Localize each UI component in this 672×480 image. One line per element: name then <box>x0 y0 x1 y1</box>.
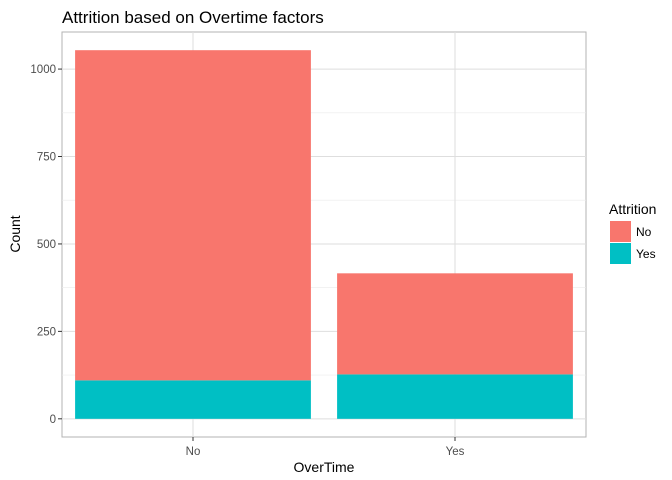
y-tick-label: 500 <box>37 239 56 251</box>
x-axis-ticks: No Yes <box>186 437 465 458</box>
y-tick-label: 750 <box>37 152 56 164</box>
legend-key-yes <box>610 243 631 264</box>
legend-label-no: No <box>636 225 652 239</box>
y-tick-label: 0 <box>50 414 56 426</box>
y-axis-ticks: 0 250 500 750 1000 <box>30 64 62 426</box>
y-tick-label: 1000 <box>30 64 56 76</box>
y-axis-title: Count <box>7 215 23 252</box>
legend-title: Attrition <box>609 201 656 217</box>
x-tick-label: Yes <box>446 446 465 458</box>
legend-label-yes: Yes <box>636 247 656 261</box>
bar-yes-attrition-no <box>337 273 573 375</box>
bar-no-attrition-no <box>75 50 311 381</box>
legend-key-no <box>610 221 631 242</box>
y-tick-label: 250 <box>37 326 56 338</box>
legend: Attrition No Yes <box>609 201 656 264</box>
x-tick-label: No <box>186 446 201 458</box>
bar-no-attrition-yes <box>75 380 311 419</box>
x-axis-title: OverTime <box>294 459 355 475</box>
chart-title: Attrition based on Overtime factors <box>62 8 324 27</box>
legend-items: No Yes <box>610 221 656 264</box>
bars <box>75 50 573 419</box>
bar-yes-attrition-yes <box>337 374 573 419</box>
